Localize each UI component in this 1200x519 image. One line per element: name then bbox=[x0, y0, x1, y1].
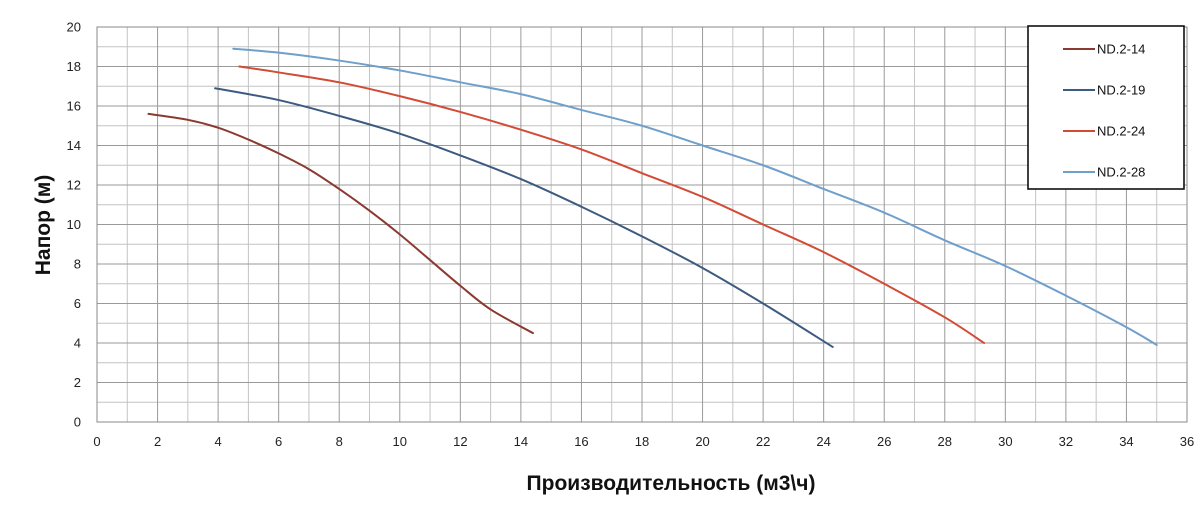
legend-box bbox=[1027, 25, 1185, 190]
series-line-nd-2-24 bbox=[238, 65, 986, 344]
legend-label-nd-2-28: ND.2-28 bbox=[1097, 165, 1145, 180]
x-tick-label: 4 bbox=[214, 434, 221, 449]
y-tick-label: 18 bbox=[67, 59, 81, 74]
x-axis-tick-labels: 0 2 4 6 8 10 12 14 16 18 20 22 24 26 28 30 32 34 36 bbox=[93, 434, 1194, 449]
x-tick-label: 2 bbox=[154, 434, 161, 449]
x-tick-label: 28 bbox=[938, 434, 952, 449]
x-tick-label: 22 bbox=[756, 434, 770, 449]
x-tick-label: 32 bbox=[1059, 434, 1073, 449]
legend-label-nd-2-14: ND.2-14 bbox=[1097, 42, 1145, 57]
y-tick-label: 8 bbox=[74, 257, 81, 272]
y-tick-label: 16 bbox=[67, 99, 81, 114]
y-tick-label: 0 bbox=[74, 415, 81, 430]
x-tick-label: 34 bbox=[1119, 434, 1133, 449]
legend-label-nd-2-24: ND.2-24 bbox=[1097, 124, 1145, 139]
x-tick-label: 14 bbox=[514, 434, 528, 449]
y-tick-label: 20 bbox=[67, 20, 81, 35]
plot-area-frame bbox=[96, 26, 1188, 423]
x-tick-label: 26 bbox=[877, 434, 891, 449]
x-tick-label: 16 bbox=[574, 434, 588, 449]
y-axis-title: Напор (м) bbox=[32, 175, 55, 276]
y-tick-label: 12 bbox=[67, 178, 81, 193]
y-tick-label: 14 bbox=[67, 138, 81, 153]
x-tick-label: 18 bbox=[635, 434, 649, 449]
x-tick-label: 24 bbox=[816, 434, 830, 449]
x-axis-title: Производительность (м3\ч) bbox=[527, 472, 816, 495]
x-tick-label: 10 bbox=[393, 434, 407, 449]
x-tick-label: 0 bbox=[93, 434, 100, 449]
x-tick-label: 20 bbox=[695, 434, 709, 449]
series-line-nd-2-14 bbox=[147, 112, 534, 335]
series-line-nd-2-19 bbox=[214, 87, 834, 348]
legend-label-nd-2-19: ND.2-19 bbox=[1097, 83, 1145, 98]
series-lines bbox=[147, 47, 1158, 348]
x-tick-label: 36 bbox=[1180, 434, 1194, 449]
y-axis-tick-labels: 0 2 4 6 8 10 12 14 16 18 20 bbox=[67, 20, 81, 430]
y-tick-label: 4 bbox=[74, 336, 81, 351]
legend: ND.2-14 ND.2-19 ND.2-24 ND.2-28 bbox=[1027, 25, 1185, 190]
y-tick-label: 10 bbox=[67, 217, 81, 232]
x-tick-label: 6 bbox=[275, 434, 282, 449]
x-tick-label: 30 bbox=[998, 434, 1012, 449]
series-line-nd-2-28 bbox=[232, 47, 1158, 346]
x-tick-label: 8 bbox=[336, 434, 343, 449]
y-tick-label: 6 bbox=[74, 296, 81, 311]
x-tick-label: 12 bbox=[453, 434, 467, 449]
y-tick-label: 2 bbox=[74, 375, 81, 390]
